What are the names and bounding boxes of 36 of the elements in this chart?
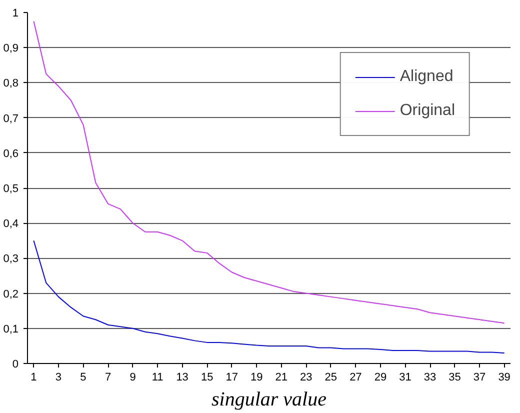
y-tick-label: 0,3 xyxy=(3,253,19,266)
y-tick-label: 1 xyxy=(12,8,19,20)
x-tick-label: 9 xyxy=(130,372,136,384)
y-tick-label: 0,5 xyxy=(3,183,19,195)
y-tick-label: 0,8 xyxy=(3,78,19,90)
y-tick-label: 0,2 xyxy=(3,288,19,300)
y-tick-label: 0,4 xyxy=(3,218,19,230)
y-tick-label: 0 xyxy=(12,358,19,370)
x-tick-label: 5 xyxy=(80,372,86,384)
x-tick-label: 19 xyxy=(250,372,263,384)
x-axis-title: singular value xyxy=(212,388,327,410)
legend-label: Original xyxy=(400,102,455,120)
x-tick-label: 23 xyxy=(300,372,312,384)
x-tick-label: 1 xyxy=(30,372,37,384)
x-tick-label: 31 xyxy=(399,372,412,384)
x-tick-label: 35 xyxy=(448,372,461,384)
y-tick-label: 0,7 xyxy=(3,112,19,125)
x-tick-label: 17 xyxy=(226,372,238,384)
line-series xyxy=(33,240,505,354)
x-tick-label: 3 xyxy=(55,372,62,384)
x-tick-label: 27 xyxy=(350,372,362,384)
x-tick-label: 13 xyxy=(176,372,188,384)
x-tick-label: 25 xyxy=(324,372,338,384)
x-tick-label: 11 xyxy=(152,372,164,384)
x-tick-label: 39 xyxy=(498,372,510,384)
x-tick-label: 7 xyxy=(104,372,112,384)
x-tick-label: 21 xyxy=(275,372,288,384)
line-series xyxy=(33,20,505,324)
x-tick-label: 37 xyxy=(473,372,486,384)
y-tick-label: 0,1 xyxy=(3,323,19,336)
y-tick-label: 0,9 xyxy=(3,42,19,55)
y-tick-label: 0,6 xyxy=(3,148,19,160)
x-tick-label: 29 xyxy=(374,372,387,384)
x-tick-label: 33 xyxy=(424,372,436,384)
legend-label: Aligned xyxy=(400,68,454,86)
x-tick-label: 15 xyxy=(200,372,214,384)
